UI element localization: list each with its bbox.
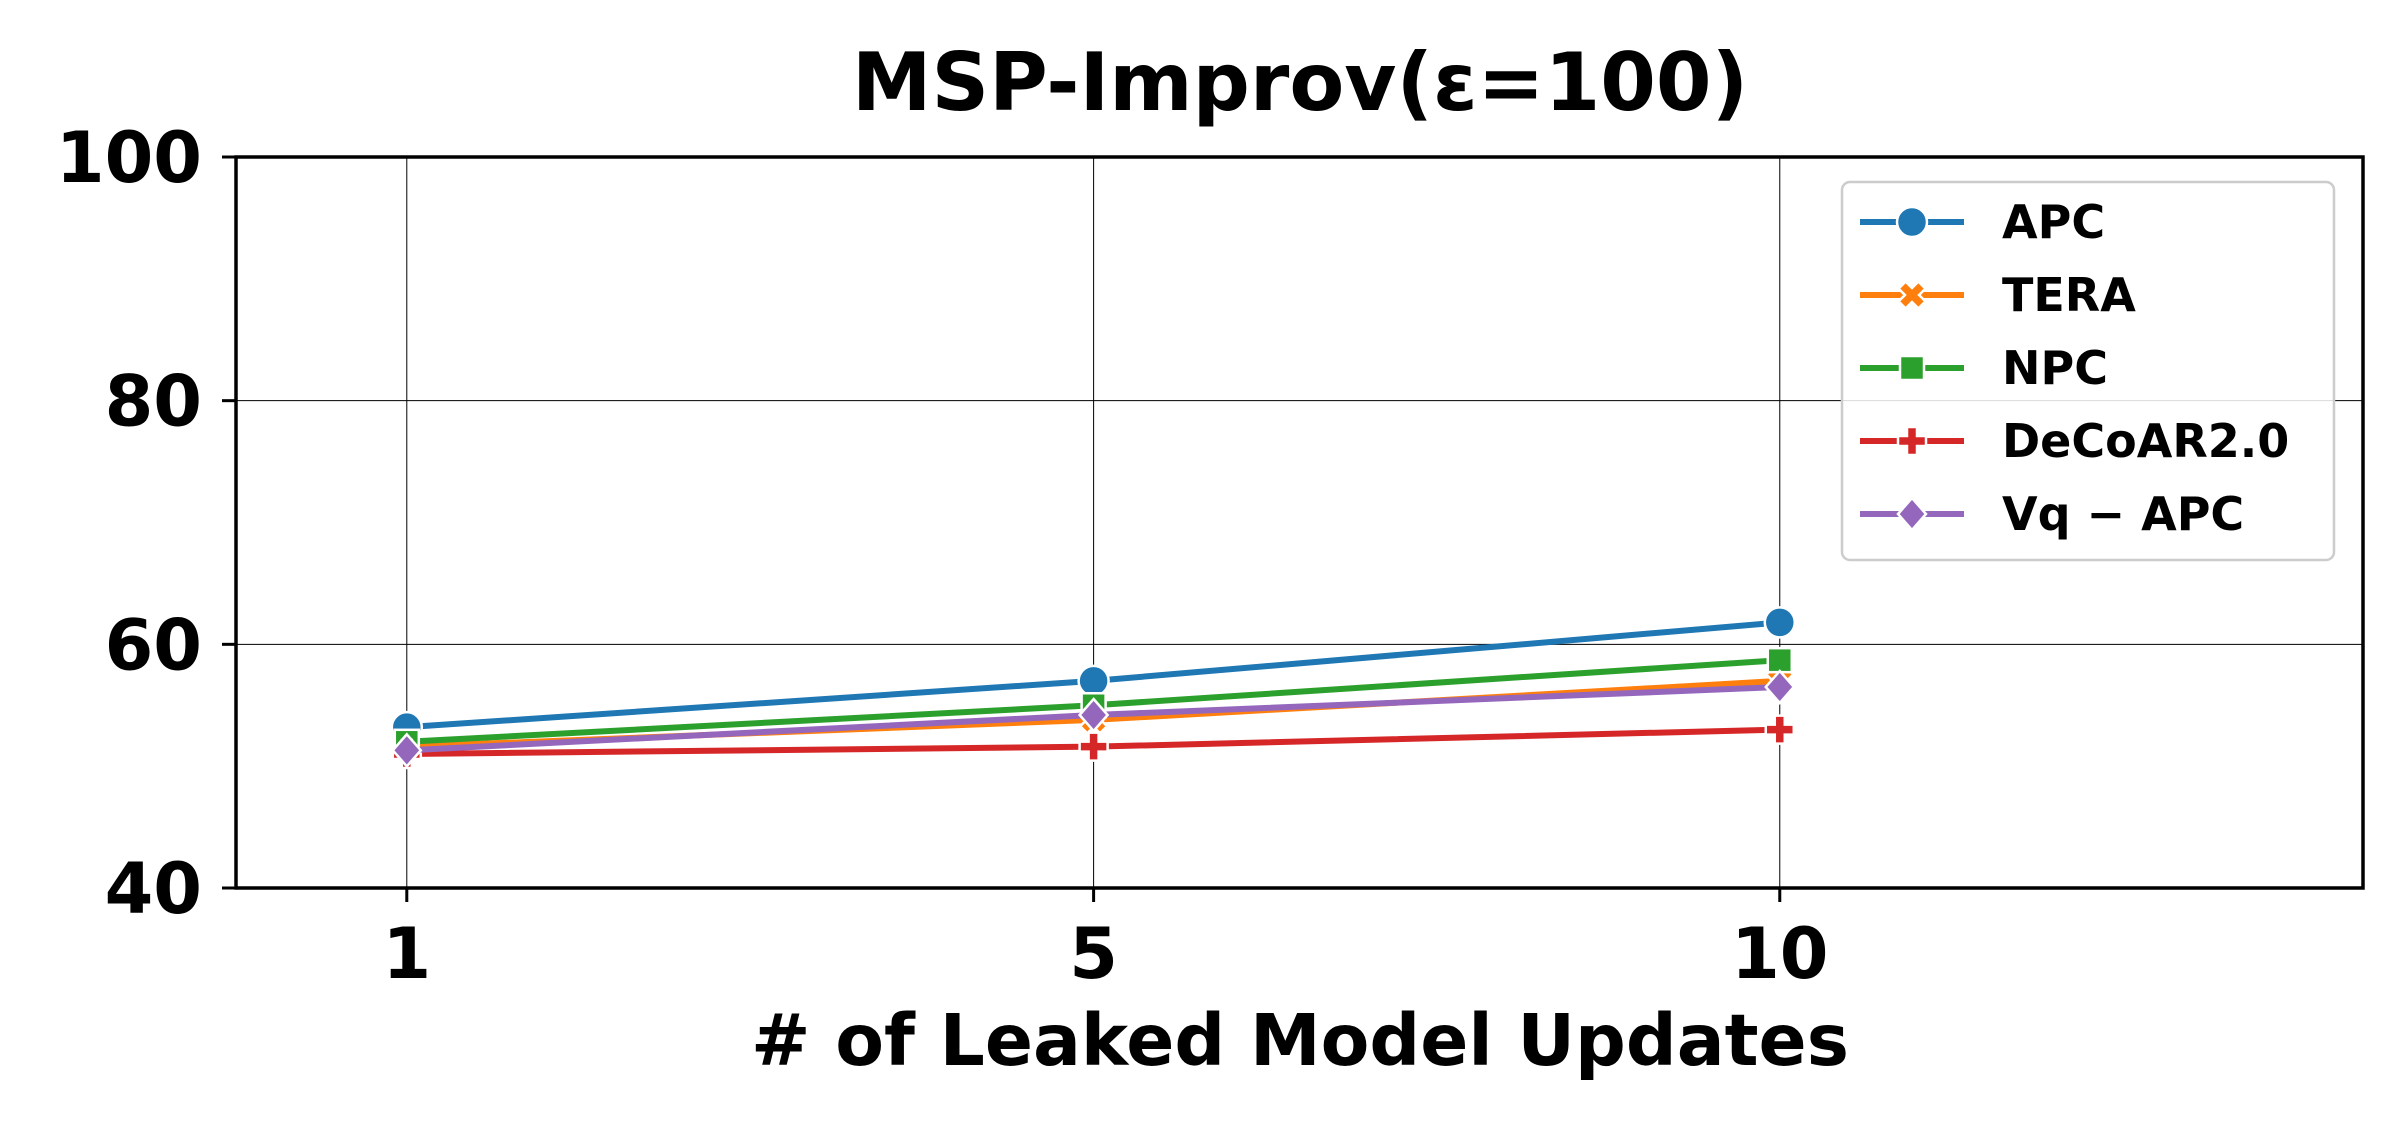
legend: APC TERA NPC DeCoAR2.0 Vq − APC bbox=[1840, 180, 2336, 562]
data-point bbox=[1077, 697, 1110, 733]
legend-marker bbox=[1895, 205, 1929, 239]
y-tick-label: 60 bbox=[105, 604, 202, 686]
legend-label: NPC bbox=[2002, 341, 2108, 395]
x-tick-label: 1 bbox=[382, 913, 431, 995]
data-point bbox=[1766, 646, 1794, 674]
legend-label: TERA bbox=[2002, 268, 2136, 322]
legend-entry: Vq − APC bbox=[1860, 487, 2244, 541]
data-point bbox=[1763, 606, 1797, 639]
legend-entry: NPC bbox=[1860, 341, 2108, 395]
y-tick-label: 80 bbox=[105, 361, 202, 443]
y-tick-label: 100 bbox=[56, 117, 202, 199]
data-point bbox=[1764, 714, 1796, 745]
legend-box bbox=[1840, 180, 2336, 562]
data-point bbox=[1077, 664, 1110, 698]
legend-label: APC bbox=[2002, 195, 2105, 249]
x-tick-label: 5 bbox=[1069, 913, 1118, 995]
legend-marker bbox=[1896, 425, 1928, 457]
x-tick-label: 10 bbox=[1731, 913, 1828, 995]
plot-area-frame bbox=[234, 155, 2365, 890]
series-group bbox=[390, 606, 1797, 770]
y-tick-label: 40 bbox=[105, 848, 202, 930]
legend-entry: DeCoAR2.0 bbox=[1860, 414, 2289, 468]
legend-entry: TERA bbox=[1860, 268, 2136, 322]
data-point bbox=[391, 732, 423, 769]
series-vq-apc bbox=[391, 669, 1796, 769]
legend-label: Vq − APC bbox=[2002, 487, 2244, 541]
legend-marker bbox=[1896, 496, 1928, 532]
chart-title: MSP-Improv(ε=100) bbox=[852, 36, 1748, 129]
legend-marker bbox=[1898, 354, 1926, 382]
data-point bbox=[1078, 731, 1109, 762]
data-point bbox=[1764, 669, 1796, 705]
legend-entry: APC bbox=[1860, 195, 2105, 249]
x-axis-label: # of Leaked Model Updates bbox=[751, 999, 1849, 1082]
legend-marker bbox=[1896, 279, 1928, 311]
axis-ticks: 1 5 10 40 60 80 100 bbox=[56, 117, 1829, 995]
legend-label: DeCoAR2.0 bbox=[2002, 414, 2289, 468]
